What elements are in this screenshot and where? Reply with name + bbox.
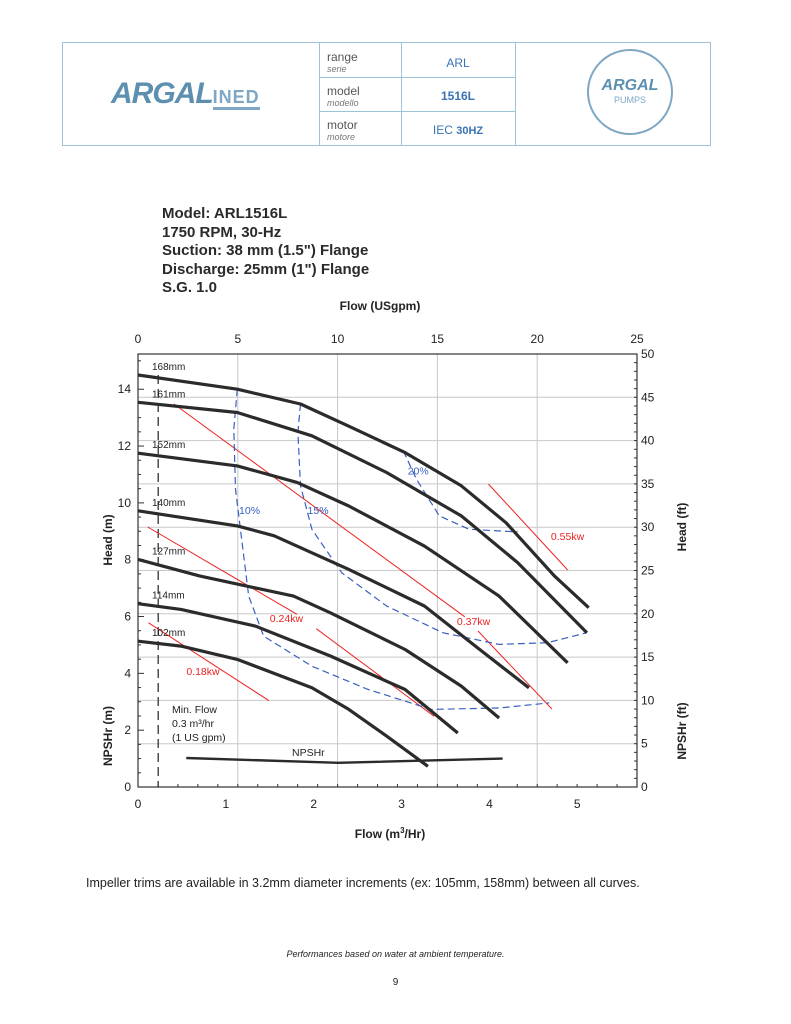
x-axis-label: Flow (m3/Hr) [355,826,425,841]
power-label: 0.37kw [457,616,491,628]
y-tick-label: 6 [124,610,131,624]
min-flow-label: 0.3 m³/hr [172,718,215,730]
motor-label: motor motore [327,118,358,142]
y-right-tick-label: 45 [641,390,655,404]
x-top-tick-label: 15 [431,332,445,346]
y-tick-label: 4 [124,666,131,680]
x-tick-label: 2 [310,797,317,811]
impeller-curve [137,373,590,609]
power-line [148,622,270,702]
min-flow-label: Min. Flow [172,704,217,716]
y-right-tick-label: 10 [641,693,655,707]
impeller-curve [137,639,429,768]
power-line [173,403,466,618]
power-label: 0.55kw [551,531,585,543]
y-right-axis-label-npshr: NPSHr (ft) [675,702,689,759]
model-label: model modello [327,84,360,108]
y-right-tick-label: 20 [641,607,655,621]
efficiency-label: 15% [308,505,329,517]
power-line [147,526,298,615]
y-tick-label: 8 [124,553,131,567]
power-line [477,630,553,710]
y-tick-label: 10 [118,496,132,510]
x-top-tick-label: 0 [135,332,142,346]
efficiency-curve [233,389,550,711]
impeller-curve [137,602,459,735]
y-right-axis-label-head: Head (ft) [675,503,689,552]
impeller-label: 114mm [152,591,185,602]
range-value: ARL [446,56,470,70]
x-top-tick-label: 20 [531,332,545,346]
x-tick-label: 1 [223,797,230,811]
efficiency-curve [297,403,588,646]
header-table: ARGALINED range serie model modello motor m… [62,42,711,146]
efficiency-label: 20% [408,465,429,477]
power-label: 0.18kw [186,666,220,678]
y-tick-label: 0 [124,780,131,794]
y-right-tick-label: 30 [641,520,655,534]
page-number: 9 [392,977,399,988]
y-tick-label: 12 [118,439,132,453]
y-right-tick-label: 15 [641,650,655,664]
y-tick-label: 2 [124,723,131,737]
power-line [488,483,568,571]
impeller-curve [137,509,530,690]
min-flow-label: (1 US gpm) [172,732,226,744]
efficiency-curve [402,450,518,533]
argal-pumps-seal: ARGAL PUMPS [587,49,673,135]
footer-note: Performances based on water at ambient t… [286,949,505,959]
model-value: 1516L [440,89,476,103]
impeller-label: 161mm [152,389,185,400]
x-top-tick-label: 10 [331,332,345,346]
range-label: range serie [327,50,358,74]
motor-value: IEC 30HZ [432,123,484,137]
y-right-tick-label: 25 [641,564,655,578]
impeller-curve [137,400,589,634]
y-tick-label: 14 [118,382,132,396]
y-axis-label-head: Head (m) [101,514,115,565]
argal-lined-logo: ARGALINED [111,77,260,110]
top-x-axis-label: Flow (USgpm) [340,299,421,313]
y-right-tick-label: 50 [641,347,655,361]
impeller-curve [137,557,501,720]
power-label: 0.24kw [270,613,304,625]
y-right-tick-label: 5 [641,737,648,751]
impeller-label: 127mm [152,546,185,557]
x-tick-label: 4 [486,797,493,811]
impeller-label: 152mm [152,440,185,451]
y-axis-label-npshr: NPSHr (m) [101,706,115,766]
y-right-tick-label: 0 [641,780,648,794]
trim-note: Impeller trims are available in 3.2mm di… [86,876,640,890]
x-tick-label: 3 [398,797,405,811]
y-right-tick-label: 35 [641,477,655,491]
impeller-curve [137,451,569,664]
impeller-label: 168mm [152,362,185,373]
x-tick-label: 0 [135,797,142,811]
impeller-label: 140mm [152,498,185,509]
efficiency-label: 10% [239,505,260,517]
x-tick-label: 5 [574,797,581,811]
impeller-label: 102mm [152,628,185,639]
x-top-tick-label: 5 [234,332,241,346]
power-line [316,628,435,717]
npshr-curve [186,756,503,765]
x-top-tick-label: 25 [630,332,644,346]
pump-specs: Model: ARL1516L 1750 RPM, 30-Hz Suction: 3… [162,205,370,296]
y-right-tick-label: 40 [641,434,655,448]
npshr-label: NPSHr [292,747,325,759]
